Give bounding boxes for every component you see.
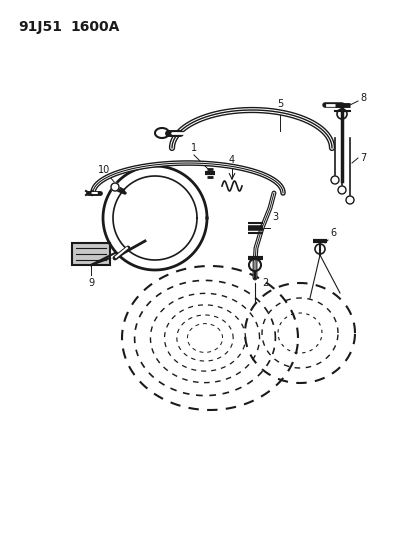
Text: 4: 4	[228, 155, 235, 165]
Circle shape	[111, 183, 119, 191]
Text: 2: 2	[261, 278, 268, 288]
Text: 10: 10	[97, 165, 110, 175]
Text: 91J51: 91J51	[18, 20, 62, 34]
Text: 1600A: 1600A	[70, 20, 119, 34]
Text: 6: 6	[329, 228, 335, 238]
Text: 1: 1	[190, 143, 197, 153]
Text: 5: 5	[276, 99, 282, 109]
Text: 8: 8	[359, 93, 365, 103]
Text: 9: 9	[88, 278, 94, 288]
Text: 7: 7	[359, 153, 366, 163]
FancyBboxPatch shape	[72, 243, 110, 265]
Text: 3: 3	[271, 212, 278, 222]
